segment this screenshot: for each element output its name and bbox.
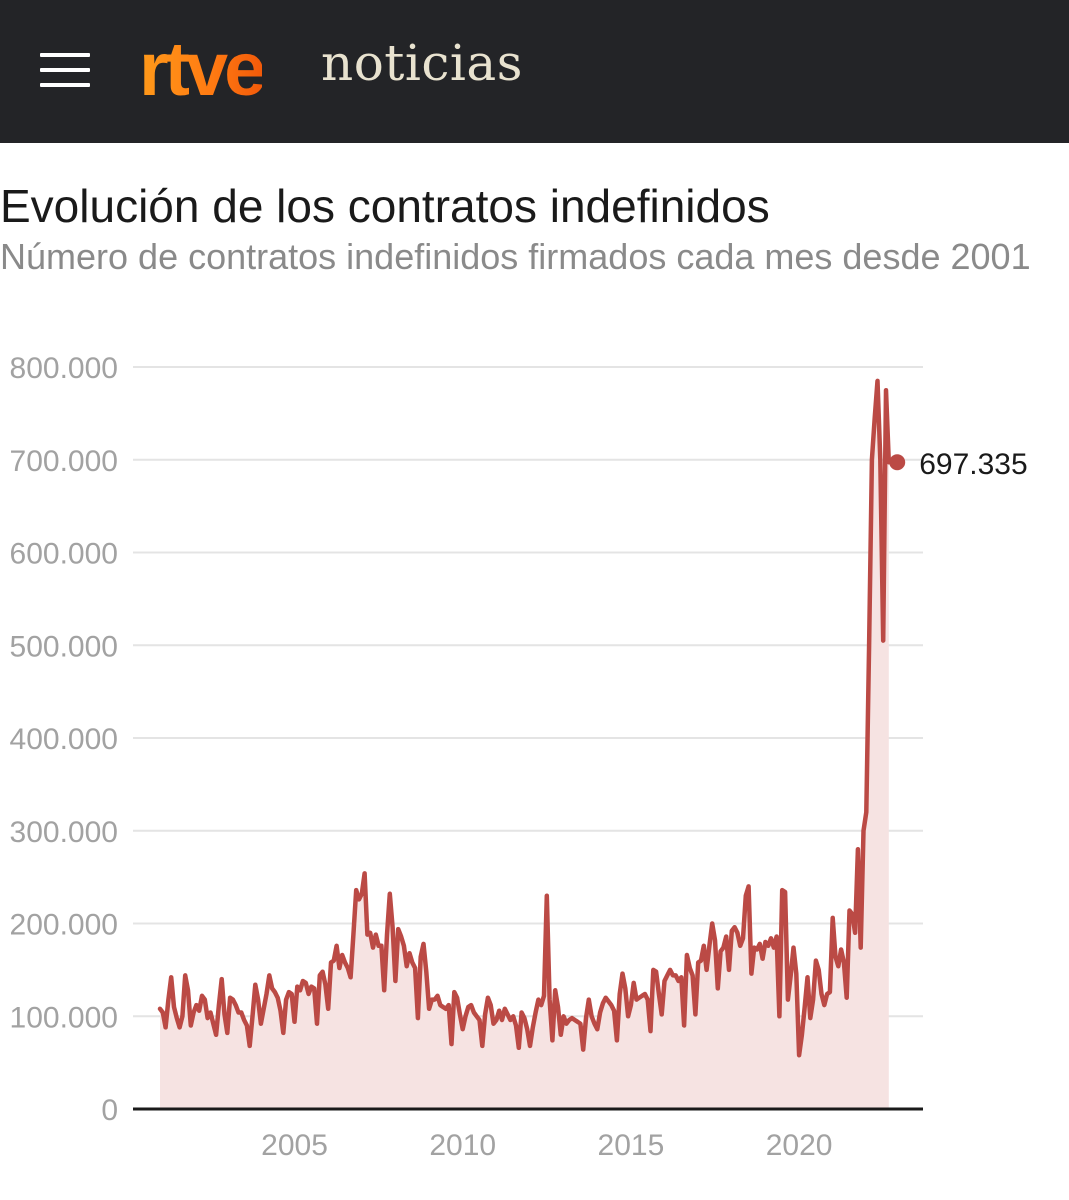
- y-tick-label: 200.000: [10, 909, 118, 942]
- x-tick-label: 2020: [766, 1129, 833, 1162]
- last-value-marker: [889, 454, 906, 471]
- line-chart: 0 100.000 200.000 300.000 400.000 500.000 600.…: [10, 352, 1028, 1162]
- y-tick-label: 100.000: [10, 1001, 118, 1034]
- y-tick-label: 800.000: [10, 352, 118, 385]
- x-tick-label: 2010: [429, 1129, 496, 1162]
- series-area-fill: [160, 380, 889, 1109]
- x-tick-label: 2015: [598, 1129, 665, 1162]
- y-tick-label: 400.000: [10, 723, 118, 756]
- last-value-label: 697.335: [919, 448, 1027, 481]
- chart-title: Evolución de los contratos indefinidos: [0, 180, 770, 232]
- y-tick-label: 600.000: [10, 538, 118, 571]
- y-tick-label: 500.000: [10, 630, 118, 663]
- y-tick-label: 0: [101, 1094, 118, 1127]
- hamburger-menu-icon[interactable]: [40, 48, 90, 88]
- y-tick-label: 300.000: [10, 816, 118, 849]
- chart-subtitle: Número de contratos indefinidos firmados…: [0, 236, 1031, 277]
- rtve-logo[interactable]: rtve: [139, 20, 266, 120]
- menu-line: [40, 68, 90, 72]
- x-tick-label: 2005: [261, 1129, 328, 1162]
- menu-line: [40, 53, 90, 57]
- menu-line: [40, 83, 90, 87]
- top-navigation-bar: rtve noticias: [0, 0, 1069, 143]
- y-tick-label: 700.000: [10, 445, 118, 478]
- section-title[interactable]: noticias: [321, 34, 523, 92]
- series-line: [157, 378, 892, 1058]
